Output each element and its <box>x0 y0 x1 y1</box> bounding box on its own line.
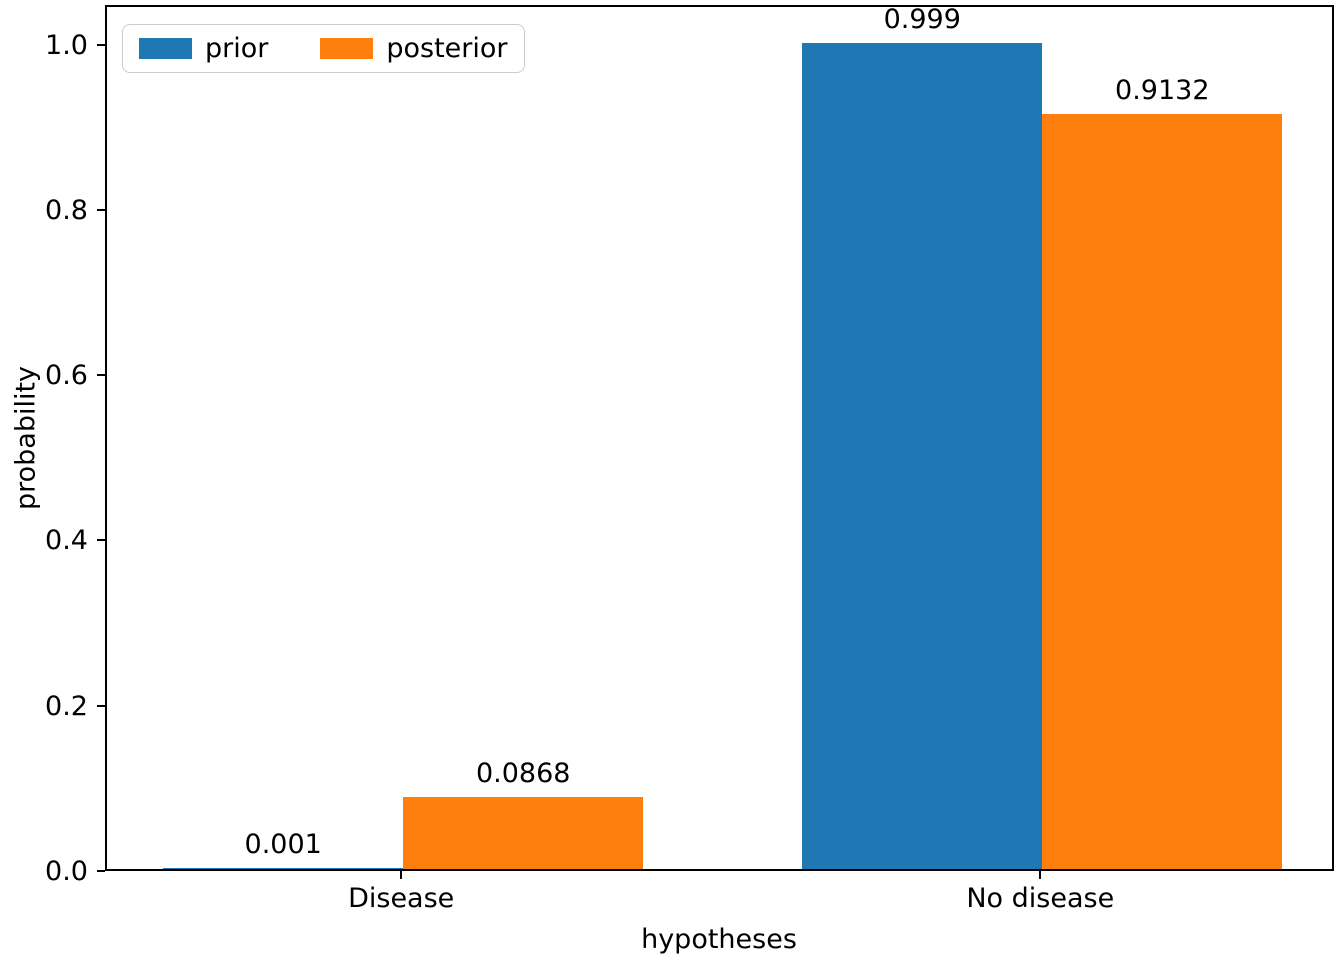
y-tick-label: 0.8 <box>45 194 88 226</box>
legend-item-posterior: posterior <box>320 33 508 64</box>
x-tick-label: No disease <box>966 883 1115 914</box>
legend-item-prior: prior <box>139 35 268 62</box>
x-tick-mark <box>400 871 403 879</box>
bar-posterior-disease <box>403 797 644 869</box>
y-tick-label: 0.4 <box>45 525 88 557</box>
y-tick-mark <box>97 208 105 211</box>
y-tick-mark <box>97 870 105 872</box>
legend: prior posterior <box>122 24 525 73</box>
bar-value-label: 0.001 <box>244 829 322 860</box>
y-tick-label: 0.6 <box>45 360 88 392</box>
y-tick-label: 0.2 <box>45 690 88 722</box>
y-tick-mark <box>97 539 105 542</box>
bar-prior-no-disease <box>802 43 1043 869</box>
bar-value-label: 0.9132 <box>1115 75 1210 106</box>
y-tick-label: 0.0 <box>45 856 88 887</box>
x-tick-label: Disease <box>348 883 455 914</box>
y-tick-mark <box>97 374 105 377</box>
legend-label-posterior: posterior <box>386 33 508 64</box>
bar-value-label: 0.999 <box>883 4 961 35</box>
posterior-swatch <box>320 38 374 59</box>
y-axis-label: probability <box>10 365 42 511</box>
bar-prior-disease <box>163 868 404 869</box>
legend-label-prior: prior <box>205 33 269 64</box>
bar-posterior-no-disease <box>1042 114 1283 869</box>
x-tick-mark <box>1039 871 1042 879</box>
x-axis-label: hypotheses <box>641 924 797 955</box>
y-tick-mark <box>97 704 105 707</box>
y-tick-label: 1.0 <box>45 29 88 61</box>
bar-value-label: 0.0868 <box>475 758 571 789</box>
plot-area: 0.001 0.0868 0.999 0.9132 prior posterior <box>105 5 1334 871</box>
y-tick-mark <box>97 43 105 46</box>
prior-swatch <box>139 38 192 59</box>
